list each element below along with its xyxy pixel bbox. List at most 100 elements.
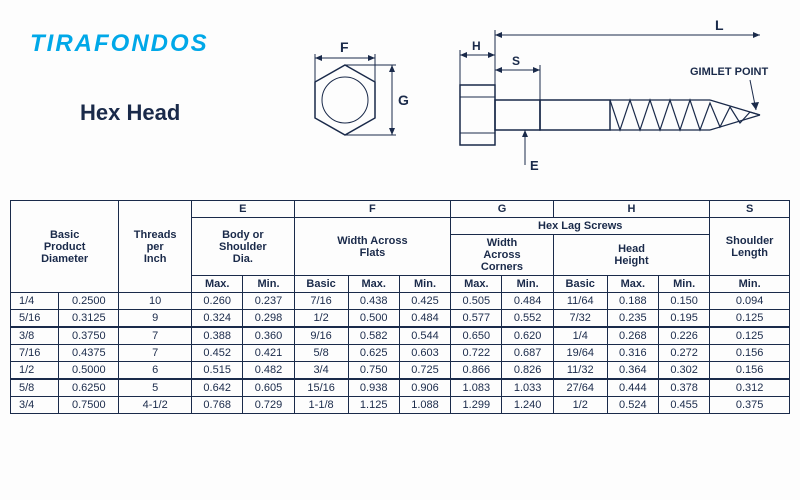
cell-tpi: 7 xyxy=(119,345,192,362)
cell-e_min: 0.421 xyxy=(243,345,294,362)
cell-h_max: 0.316 xyxy=(607,345,658,362)
cell-f_min: 0.484 xyxy=(399,310,450,328)
cell-e_min: 0.729 xyxy=(243,397,294,414)
hdr-F-sub: Width Across Flats xyxy=(294,218,451,276)
brand-title: TIRAFONDOS xyxy=(30,30,209,58)
cell-frac: 5/8 xyxy=(11,379,59,397)
cell-e_min: 0.360 xyxy=(243,327,294,345)
cell-f_b: 1/2 xyxy=(294,310,348,328)
cell-s_min: 0.312 xyxy=(710,379,790,397)
header-area: TIRAFONDOS Hex Head F G L H S xyxy=(10,10,790,200)
hdr-bpd: Basic Product Diameter xyxy=(11,201,119,293)
cell-h_b: 19/64 xyxy=(553,345,607,362)
cell-h_max: 0.268 xyxy=(607,327,658,345)
cell-g_min: 1.033 xyxy=(502,379,553,397)
cell-f_max: 0.750 xyxy=(348,362,399,380)
cell-f_max: 1.125 xyxy=(348,397,399,414)
cell-f_max: 0.438 xyxy=(348,293,399,310)
cell-s_min: 0.125 xyxy=(710,327,790,345)
cell-f_b: 3/4 xyxy=(294,362,348,380)
hdr-h-min: Min. xyxy=(658,276,709,293)
cell-g_min: 0.484 xyxy=(502,293,553,310)
cell-h_min: 0.272 xyxy=(658,345,709,362)
cell-h_min: 0.226 xyxy=(658,327,709,345)
cell-g_max: 0.722 xyxy=(451,345,502,362)
cell-f_max: 0.500 xyxy=(348,310,399,328)
cell-dec: 0.7500 xyxy=(59,397,119,414)
cell-h_b: 11/64 xyxy=(553,293,607,310)
hdr-hexlag: Hex Lag Screws xyxy=(451,218,710,235)
cell-f_b: 15/16 xyxy=(294,379,348,397)
cell-h_b: 11/32 xyxy=(553,362,607,380)
label-G: G xyxy=(398,92,409,108)
cell-frac: 1/4 xyxy=(11,293,59,310)
cell-h_b: 7/32 xyxy=(553,310,607,328)
hdr-H-sub: Head Height xyxy=(553,235,710,276)
cell-g_max: 1.083 xyxy=(451,379,502,397)
cell-f_max: 0.938 xyxy=(348,379,399,397)
hexagon-diagram: F G xyxy=(280,40,410,170)
cell-h_min: 0.195 xyxy=(658,310,709,328)
cell-dec: 0.3750 xyxy=(59,327,119,345)
label-H: H xyxy=(472,39,481,53)
cell-g_max: 0.866 xyxy=(451,362,502,380)
cell-dec: 0.2500 xyxy=(59,293,119,310)
cell-e_max: 0.452 xyxy=(192,345,243,362)
label-L: L xyxy=(715,17,724,33)
hdr-G-sub: Width Across Corners xyxy=(451,235,554,276)
label-gimlet: GIMLET POINT xyxy=(690,66,769,78)
cell-f_max: 0.625 xyxy=(348,345,399,362)
cell-e_max: 0.260 xyxy=(192,293,243,310)
cell-g_max: 0.505 xyxy=(451,293,502,310)
cell-e_min: 0.298 xyxy=(243,310,294,328)
cell-f_min: 0.425 xyxy=(399,293,450,310)
cell-g_min: 0.620 xyxy=(502,327,553,345)
cell-dec: 0.3125 xyxy=(59,310,119,328)
hdr-E-sub: Body or Shoulder Dia. xyxy=(192,218,295,276)
cell-s_min: 0.125 xyxy=(710,310,790,328)
hdr-s-min: Min. xyxy=(710,276,790,293)
cell-h_min: 0.302 xyxy=(658,362,709,380)
cell-g_min: 0.552 xyxy=(502,310,553,328)
cell-f_b: 1-1/8 xyxy=(294,397,348,414)
hdr-f-basic: Basic xyxy=(294,276,348,293)
cell-e_max: 0.324 xyxy=(192,310,243,328)
cell-g_min: 1.240 xyxy=(502,397,553,414)
table-row: 1/40.2500100.2600.2377/160.4380.4250.505… xyxy=(11,293,790,310)
cell-h_min: 0.378 xyxy=(658,379,709,397)
hdr-F: F xyxy=(294,201,451,218)
hdr-f-max: Max. xyxy=(348,276,399,293)
table-row: 5/80.625050.6420.60515/160.9380.9061.083… xyxy=(11,379,790,397)
cell-h_max: 0.364 xyxy=(607,362,658,380)
label-S: S xyxy=(512,54,520,68)
cell-dec: 0.4375 xyxy=(59,345,119,362)
hdr-g-max: Max. xyxy=(451,276,502,293)
cell-g_max: 0.650 xyxy=(451,327,502,345)
cell-dec: 0.6250 xyxy=(59,379,119,397)
cell-h_max: 0.235 xyxy=(607,310,658,328)
table-row: 3/80.375070.3880.3609/160.5820.5440.6500… xyxy=(11,327,790,345)
cell-f_min: 0.603 xyxy=(399,345,450,362)
hdr-H: H xyxy=(553,201,710,218)
hdr-g-min: Min. xyxy=(502,276,553,293)
hdr-e-max: Max. xyxy=(192,276,243,293)
cell-s_min: 0.094 xyxy=(710,293,790,310)
cell-tpi: 9 xyxy=(119,310,192,328)
cell-f_min: 1.088 xyxy=(399,397,450,414)
cell-g_min: 0.687 xyxy=(502,345,553,362)
hdr-S: S xyxy=(710,201,790,218)
cell-e_min: 0.482 xyxy=(243,362,294,380)
cell-h_b: 27/64 xyxy=(553,379,607,397)
cell-h_max: 0.188 xyxy=(607,293,658,310)
hdr-tpi: Threads per Inch xyxy=(119,201,192,293)
cell-e_max: 0.388 xyxy=(192,327,243,345)
cell-s_min: 0.375 xyxy=(710,397,790,414)
type-title: Hex Head xyxy=(80,100,180,126)
cell-frac: 1/2 xyxy=(11,362,59,380)
cell-f_min: 0.725 xyxy=(399,362,450,380)
hdr-S-sub: Shoulder Length xyxy=(710,218,790,276)
table-row: 5/160.312590.3240.2981/20.5000.4840.5770… xyxy=(11,310,790,328)
hdr-f-min: Min. xyxy=(399,276,450,293)
cell-tpi: 4-1/2 xyxy=(119,397,192,414)
cell-s_min: 0.156 xyxy=(710,345,790,362)
